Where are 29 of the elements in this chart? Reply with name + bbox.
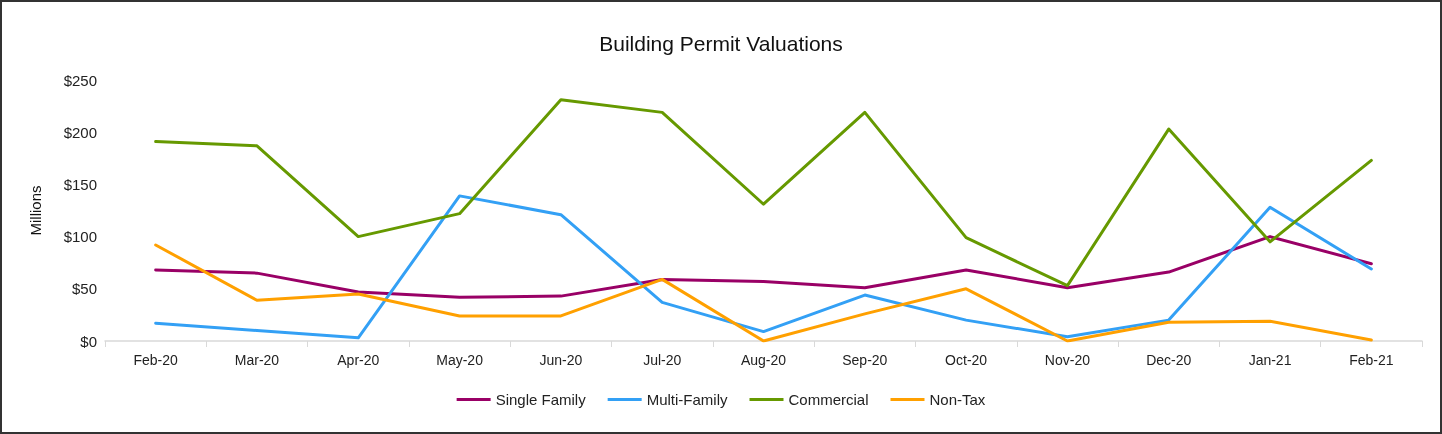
x-tick-label: Jul-20 xyxy=(643,352,682,368)
line-series xyxy=(154,98,1373,288)
y-tick-label: $100 xyxy=(63,228,97,246)
legend-label: Commercial xyxy=(788,391,869,408)
x-tick-label: Jan-21 xyxy=(1248,352,1292,368)
y-tick-label: $200 xyxy=(63,123,97,141)
line-series xyxy=(154,194,1373,340)
y-tick-label: $250 xyxy=(63,71,97,89)
x-tick-label: Dec-20 xyxy=(1146,352,1192,368)
x-tick-label: Feb-21 xyxy=(1349,352,1394,368)
x-tick-label: Feb-20 xyxy=(133,352,179,368)
x-tick-label: Mar-20 xyxy=(234,352,280,368)
legend-label: Non-Tax xyxy=(929,391,986,408)
x-tick-label: May-20 xyxy=(436,352,484,368)
x-tick-label: Oct-20 xyxy=(945,352,988,368)
x-tick-label: Nov-20 xyxy=(1044,352,1091,368)
x-tick-label: Aug-20 xyxy=(740,352,787,368)
line-series xyxy=(154,235,1373,299)
legend-label: Single Family xyxy=(495,391,587,408)
x-tick-label: Sep-20 xyxy=(842,352,888,368)
y-axis-title: Millions xyxy=(26,185,44,236)
x-tick-label: Jun-20 xyxy=(539,352,583,368)
line-series xyxy=(154,243,1373,343)
y-tick-label: $150 xyxy=(63,175,97,193)
y-tick-label: $50 xyxy=(71,280,97,298)
y-tick-label: $0 xyxy=(80,332,97,350)
x-tick-label: Apr-20 xyxy=(337,352,380,368)
chart-title: Building Permit Valuations xyxy=(599,32,843,55)
legend-label: Multi-Family xyxy=(646,391,728,408)
